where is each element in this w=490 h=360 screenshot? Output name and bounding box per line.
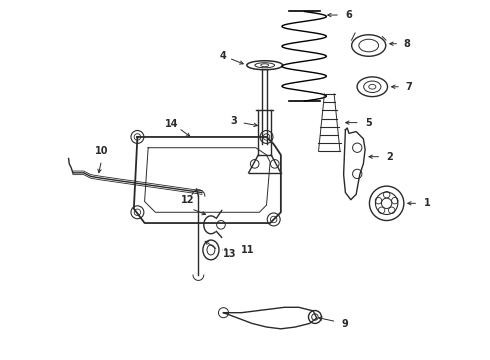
Text: 11: 11 [241, 245, 254, 255]
Text: 9: 9 [342, 319, 348, 329]
Text: 13: 13 [223, 248, 236, 258]
Text: 10: 10 [95, 145, 108, 156]
Text: 2: 2 [387, 152, 393, 162]
Text: 6: 6 [345, 10, 352, 20]
Text: 1: 1 [423, 198, 430, 208]
Text: 8: 8 [404, 39, 411, 49]
Text: 14: 14 [165, 120, 178, 129]
Text: 5: 5 [365, 118, 372, 128]
Text: 12: 12 [181, 195, 195, 205]
Text: 4: 4 [220, 51, 227, 61]
Text: 7: 7 [406, 82, 413, 92]
Text: 3: 3 [231, 116, 238, 126]
